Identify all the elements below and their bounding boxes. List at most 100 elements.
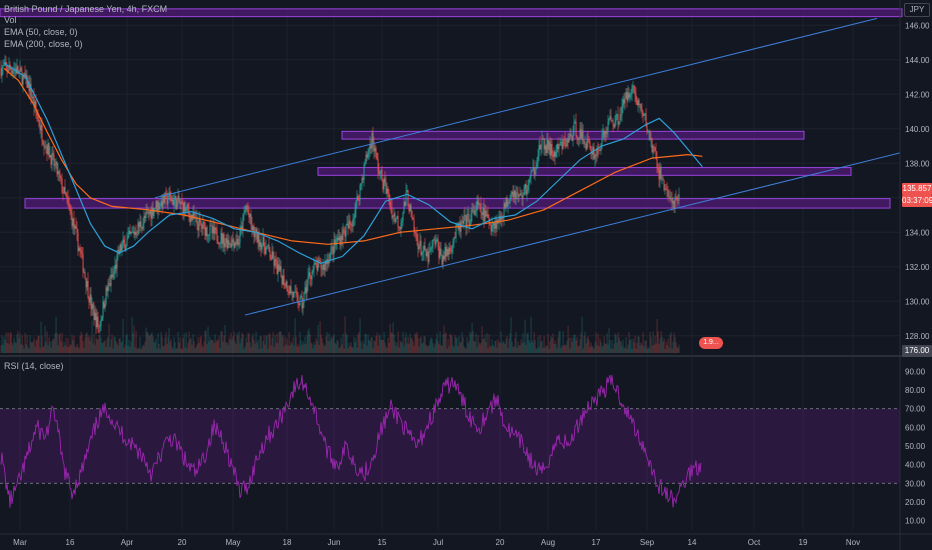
candle-body [156, 200, 158, 211]
volume-bar [217, 340, 219, 353]
candle-body [284, 285, 286, 286]
volume-bar [416, 331, 418, 353]
volume-bar [185, 332, 187, 353]
candle-body [63, 186, 65, 193]
volume-bar [611, 340, 613, 353]
candle-body [403, 201, 405, 213]
volume-bar [333, 334, 335, 353]
volume-bar [252, 333, 254, 353]
volume-bar [7, 332, 9, 353]
volume-bar [102, 342, 104, 353]
volume-bar [643, 346, 645, 353]
candle-body [76, 228, 78, 233]
candle-body [536, 162, 538, 169]
candle-body [409, 204, 411, 212]
candle-body [291, 292, 293, 294]
volume-bar [190, 337, 192, 353]
volume-bar [97, 339, 99, 353]
volume-bar [38, 335, 40, 353]
candle-body [42, 141, 44, 145]
candle-body [136, 234, 138, 235]
candle-body [420, 240, 422, 255]
volume-bar [457, 345, 459, 353]
volume-bar [661, 336, 663, 353]
volume-bar [2, 344, 4, 353]
volume-bar [205, 330, 207, 353]
volume-bar [515, 332, 517, 353]
zone [24, 198, 891, 209]
currency-badge[interactable]: JPY [904, 3, 930, 17]
candle-body [345, 225, 347, 237]
candle-body [641, 108, 643, 115]
candle-body [392, 215, 394, 218]
volume-bar [200, 335, 202, 353]
volume-bar [75, 347, 77, 353]
candle-body [250, 213, 252, 224]
volume-bar [484, 334, 486, 353]
candle-body [676, 197, 678, 201]
candle-body [351, 225, 353, 227]
volume-bar [493, 346, 495, 353]
volume-bar [367, 334, 369, 353]
volume-bar [294, 318, 296, 353]
candle-body [393, 213, 395, 216]
candle-body [220, 233, 222, 243]
candle-body [293, 292, 295, 298]
volume-bar [329, 340, 331, 353]
candle-body [487, 214, 489, 218]
volume-bar [398, 347, 400, 353]
candle-body [82, 253, 84, 273]
ema200-line [3, 67, 703, 245]
volume-bar [192, 333, 194, 353]
volume-bar [150, 333, 152, 353]
candle-body [499, 215, 501, 221]
candle-body [622, 99, 624, 106]
volume-bar [52, 338, 54, 353]
candle-body [528, 178, 530, 186]
volume-bar [203, 341, 205, 353]
volume-bar [128, 339, 130, 353]
volume-bar [356, 347, 358, 353]
volume-bar [582, 348, 584, 353]
volume-bar [120, 342, 122, 353]
volume-bar [496, 347, 498, 353]
candle-body [2, 65, 4, 68]
candle-body [365, 154, 367, 164]
volume-bar [303, 343, 305, 353]
volume-bar [498, 342, 500, 353]
volume-bar [153, 342, 155, 353]
volume-bar [368, 339, 370, 353]
zone [0, 8, 903, 18]
candle-body [544, 145, 546, 150]
candle-body [386, 188, 388, 194]
volume-bar [108, 323, 110, 353]
candle-body [239, 230, 241, 243]
candle-body [96, 316, 98, 328]
vol-legend: Vol [4, 15, 17, 25]
candle-body [174, 196, 176, 200]
candle-body [526, 189, 528, 195]
volume-bar [282, 334, 284, 353]
candle-body [115, 264, 117, 269]
volume-bar [500, 331, 502, 353]
volume-bar [673, 332, 675, 353]
last-price-tag: 135.857 [902, 183, 932, 195]
candle-body [428, 250, 430, 263]
candle-body [311, 271, 313, 280]
volume-bar [400, 341, 402, 353]
candle-body [588, 139, 590, 143]
candle-body [60, 177, 62, 179]
candle-body [195, 216, 197, 218]
candle-body [106, 287, 108, 292]
candle-body [359, 185, 361, 201]
candle-body [39, 125, 41, 131]
candle-body [352, 218, 354, 227]
volume-bar [595, 332, 597, 353]
candle-body [208, 234, 210, 236]
candle-body [113, 271, 115, 275]
candle-body [255, 228, 257, 233]
candle-body [476, 200, 478, 210]
candle-body [295, 291, 297, 293]
candle-body [262, 236, 264, 246]
